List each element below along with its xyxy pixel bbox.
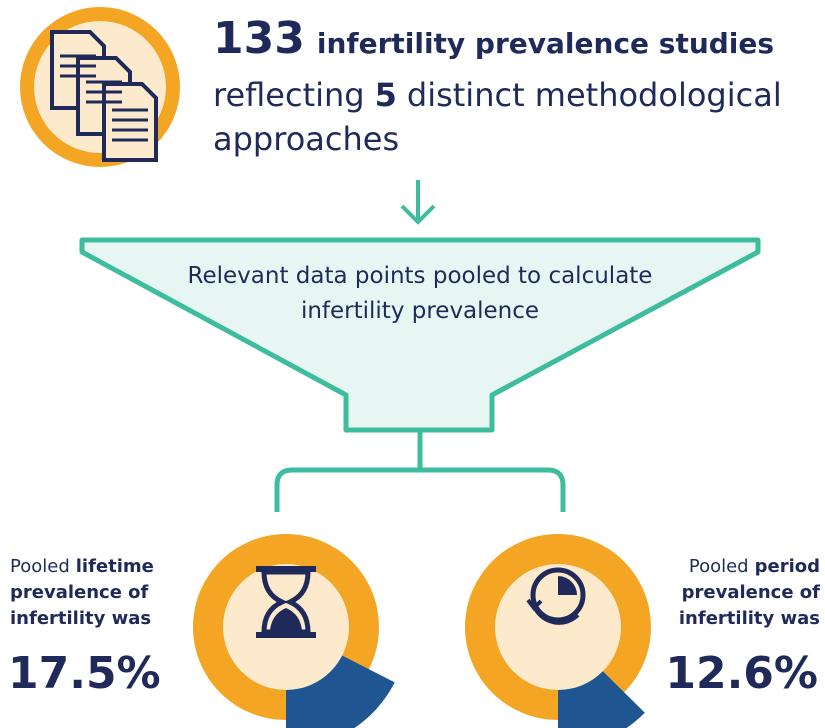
- result-emphasis: period: [755, 556, 820, 577]
- result-text: Pooled period: [689, 556, 820, 577]
- result-value: 17.5%: [8, 648, 161, 699]
- result-lead: Pooled: [10, 556, 70, 577]
- result-value: 12.6%: [665, 648, 818, 699]
- study-count: 133: [213, 13, 305, 64]
- result-text: Pooled lifetime: [10, 556, 154, 577]
- funnel: [79, 237, 761, 433]
- result-emphasis: infertility was: [679, 608, 820, 629]
- header-line3: approaches: [213, 120, 399, 158]
- line2-tail: distinct methodological: [407, 76, 782, 114]
- clock-icon: [526, 567, 586, 625]
- funnel-text: Relevant data points pooled to calculate: [188, 263, 653, 289]
- funnel-text: infertility prevalence: [301, 298, 539, 324]
- result-emphasis: prevalence of: [10, 582, 149, 603]
- result-emphasis: infertility was: [10, 608, 151, 629]
- result-lead: Pooled: [689, 556, 749, 577]
- header-line1: 133 infertility prevalence studies: [213, 13, 774, 64]
- approach-count: 5: [375, 76, 397, 114]
- result-emphasis: lifetime: [76, 556, 154, 577]
- connector: [274, 432, 566, 512]
- header-line2: reflecting 5 distinct methodological: [213, 76, 782, 114]
- line2-lead: reflecting: [213, 76, 365, 114]
- hourglass-icon: [256, 566, 316, 638]
- documents-icon: [20, 7, 180, 167]
- study-label: infertility prevalence studies: [317, 27, 774, 60]
- ring-inner: [495, 564, 621, 690]
- down-arrow: [400, 180, 436, 225]
- result-emphasis: prevalence of: [682, 582, 821, 603]
